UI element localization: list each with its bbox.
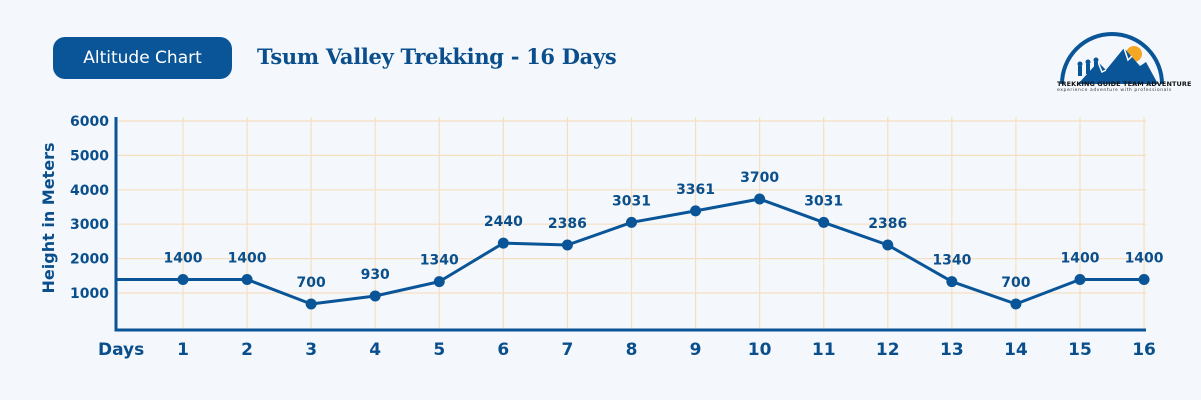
- data-label: 3361: [676, 182, 715, 198]
- data-label: 2386: [868, 216, 907, 232]
- data-point: [946, 276, 958, 288]
- x-tick-label: 3: [305, 340, 317, 360]
- x-axis-ticks: 1 2 3 4 5 6 7 8 9 10 11 12 13 14 15 16: [177, 340, 1156, 360]
- x-tick-label: 10: [748, 340, 772, 360]
- data-point: [305, 298, 317, 310]
- logo-tagline: experience adventure with professionals: [1057, 88, 1172, 93]
- data-label: 1400: [1125, 251, 1164, 267]
- altitude-series: 1400 1400 700 930 1340 2440 2386 3031 3361 3700 30…: [116, 170, 1164, 310]
- data-point: [882, 239, 894, 251]
- data-point: [241, 274, 253, 285]
- x-tick-label: 14: [1004, 340, 1028, 360]
- data-label: 1400: [228, 251, 267, 267]
- data-point: [1010, 298, 1022, 310]
- data-label: 2440: [484, 214, 523, 230]
- data-label: 3700: [740, 170, 779, 186]
- x-tick-label: 16: [1132, 340, 1156, 360]
- data-label: 2386: [548, 216, 587, 232]
- logo-name: TREKKING GUIDE TEAM ADVENTURE: [1057, 80, 1192, 88]
- y-tick-label: 1000: [70, 286, 109, 302]
- x-tick-label: 9: [690, 340, 702, 360]
- data-label: 3031: [804, 193, 843, 209]
- data-point: [754, 193, 766, 205]
- data-label: 700: [1001, 275, 1030, 291]
- data-label: 1340: [932, 253, 971, 269]
- x-tick-label: 15: [1068, 340, 1092, 360]
- data-label: 930: [361, 267, 390, 283]
- y-tick-label: 4000: [70, 183, 109, 199]
- chart-axes: [114, 117, 1146, 332]
- x-axis-label: Days: [98, 340, 144, 360]
- data-point: [497, 237, 509, 249]
- data-point: [1074, 274, 1086, 285]
- x-tick-label: 7: [561, 340, 573, 360]
- x-tick-label: 4: [369, 340, 381, 360]
- data-point: [561, 239, 573, 251]
- y-tick-label: 6000: [70, 114, 109, 130]
- data-label: 1340: [420, 253, 459, 269]
- y-axis-label: Height in Meters: [39, 143, 58, 294]
- y-tick-label: 2000: [70, 252, 109, 268]
- y-tick-label: 3000: [70, 217, 109, 233]
- altitude-chart-badge: Altitude Chart: [53, 37, 232, 79]
- mountain-logo-icon: [1060, 32, 1164, 85]
- x-tick-label: 2: [241, 340, 253, 360]
- data-point: [690, 205, 702, 217]
- chart-title: Tsum Valley Trekking - 16 Days: [257, 44, 617, 69]
- data-point: [177, 274, 189, 285]
- data-point: [369, 290, 381, 302]
- data-point: [1138, 274, 1150, 285]
- data-label: 1400: [1060, 251, 1099, 267]
- chart-grid: [118, 117, 1146, 329]
- x-tick-label: 13: [940, 340, 964, 360]
- x-tick-label: 1: [177, 340, 189, 360]
- data-label: 1400: [164, 251, 203, 267]
- data-point: [433, 276, 445, 288]
- x-tick-label: 5: [433, 340, 445, 360]
- data-point: [625, 216, 637, 228]
- x-tick-label: 6: [497, 340, 509, 360]
- y-axis-ticks: 1000 2000 3000 4000 5000 6000: [70, 114, 109, 302]
- x-tick-label: 11: [812, 340, 836, 360]
- data-point: [818, 216, 830, 228]
- x-tick-label: 12: [876, 340, 900, 360]
- data-label: 700: [297, 275, 326, 291]
- y-tick-label: 5000: [70, 148, 109, 164]
- x-tick-label: 8: [626, 340, 638, 360]
- data-label: 3031: [612, 193, 651, 209]
